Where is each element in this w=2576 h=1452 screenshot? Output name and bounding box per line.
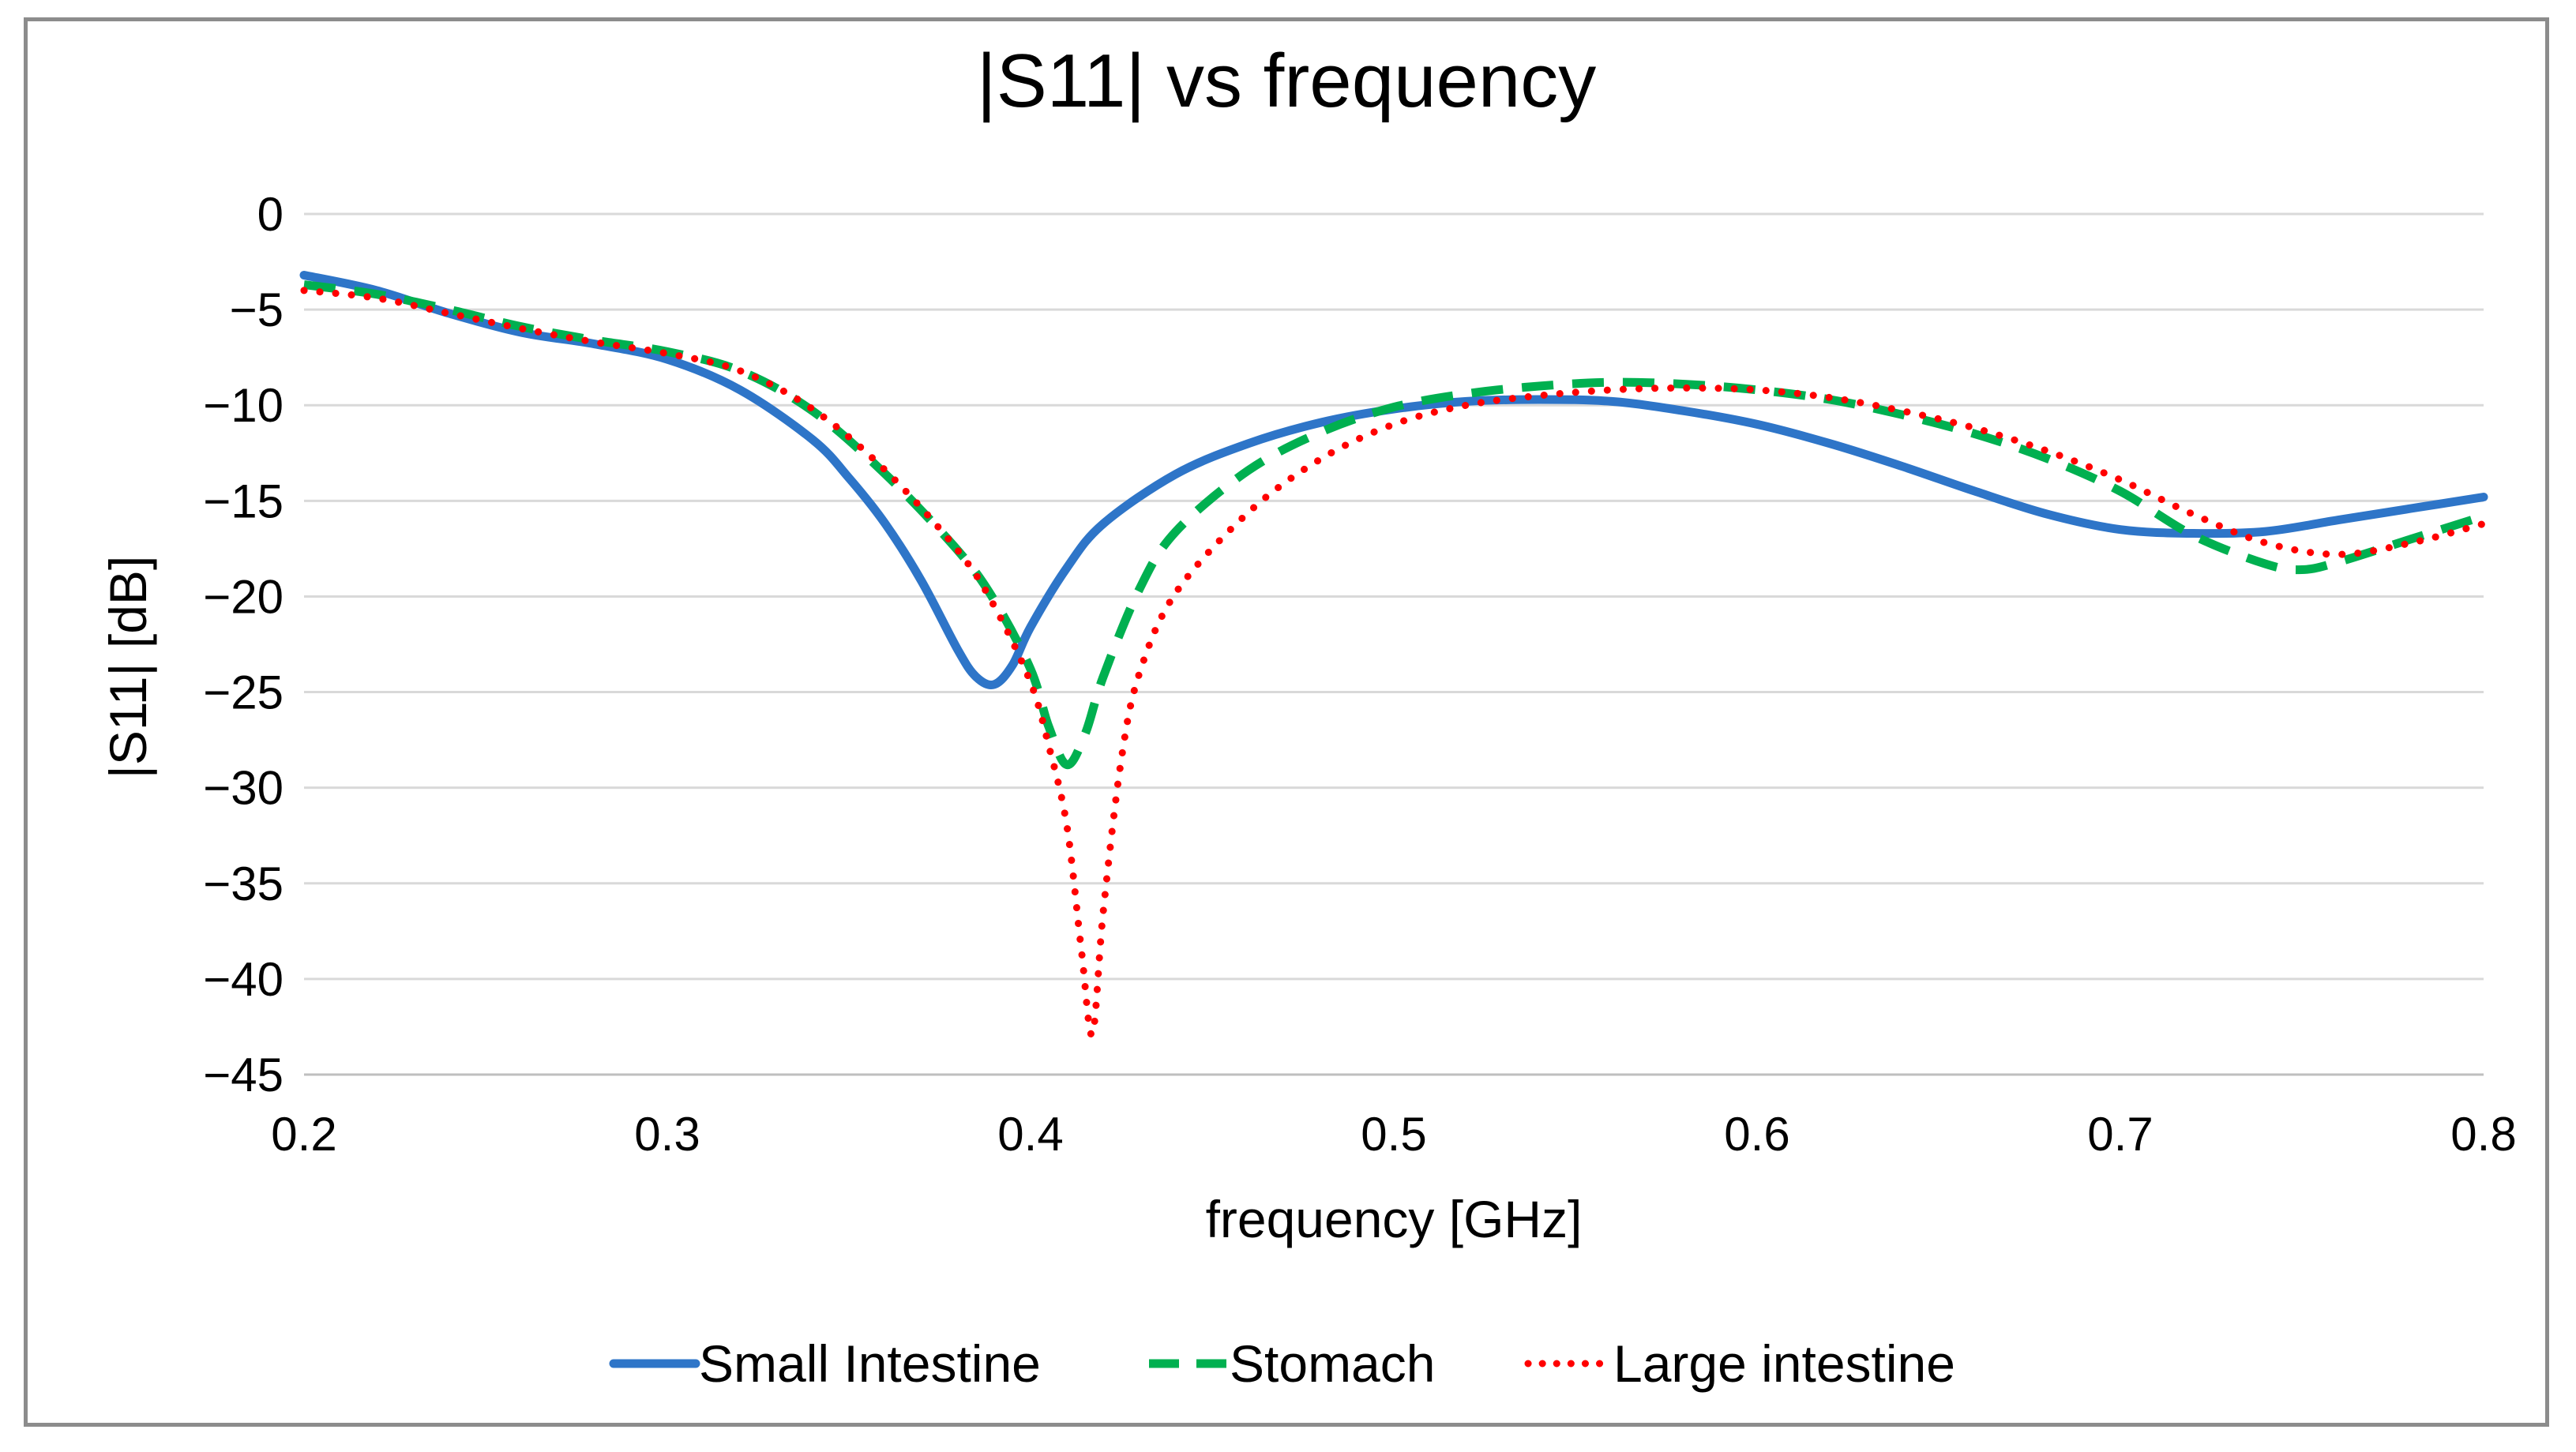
series-line-large-intestine xyxy=(300,287,2488,1039)
y-axis-title: |S11| [dB] xyxy=(99,556,157,779)
x-tick-label: 0.5 xyxy=(1361,1108,1426,1161)
y-tick-label: −35 xyxy=(203,857,284,910)
x-tick-label: 0.6 xyxy=(1724,1108,1789,1161)
y-tick-label: −30 xyxy=(203,762,284,815)
chart-svg: 0 −5 −10 −15 −20 −25 −30 −35 −40 −45 0.2 0.3 0.4 0.5… xyxy=(99,39,2517,1393)
x-tick-label: 0.4 xyxy=(997,1108,1063,1161)
legend-label: Large intestine xyxy=(1613,1334,1955,1393)
chart-frame: 0 −5 −10 −15 −20 −25 −30 −35 −40 −45 0.2 0.3 0.4 0.5… xyxy=(24,17,2549,1427)
y-tick-label: 0 xyxy=(257,188,284,241)
gridlines xyxy=(304,212,2484,1076)
y-tick-label: −45 xyxy=(203,1049,284,1101)
y-tick-label: −10 xyxy=(203,379,284,432)
series-lines xyxy=(299,271,2488,1039)
legend-label: Stomach xyxy=(1230,1334,1435,1393)
x-tick-label: 0.7 xyxy=(2087,1108,2153,1161)
x-tick-label: 0.2 xyxy=(271,1108,336,1161)
x-axis-title: frequency [GHz] xyxy=(1206,1190,1583,1248)
y-tick-label: −20 xyxy=(203,570,284,623)
legend-item-stomach: Stomach xyxy=(1149,1334,1435,1393)
x-axis-ticks: 0.2 0.3 0.4 0.5 0.6 0.7 0.8 xyxy=(271,1108,2516,1161)
x-tick-label: 0.8 xyxy=(2450,1108,2516,1161)
legend-item-large-intestine: Large intestine xyxy=(1524,1334,1955,1393)
legend: Small Intestine Stomach Large intestine xyxy=(609,1334,1955,1393)
y-tick-label: −40 xyxy=(203,953,284,1006)
y-tick-label: −25 xyxy=(203,666,284,719)
y-tick-label: −15 xyxy=(203,475,284,527)
y-axis-ticks: 0 −5 −10 −15 −20 −25 −30 −35 −40 −45 xyxy=(203,188,284,1101)
legend-item-small-intestine: Small Intestine xyxy=(609,1334,1041,1393)
y-tick-label: −5 xyxy=(230,283,284,336)
chart-title: |S11| vs frequency xyxy=(977,39,1597,123)
x-tick-label: 0.3 xyxy=(634,1108,700,1161)
legend-label: Small Intestine xyxy=(699,1334,1041,1393)
series-line-small-intestine xyxy=(299,271,2488,689)
series-line-stomach xyxy=(303,280,2485,770)
